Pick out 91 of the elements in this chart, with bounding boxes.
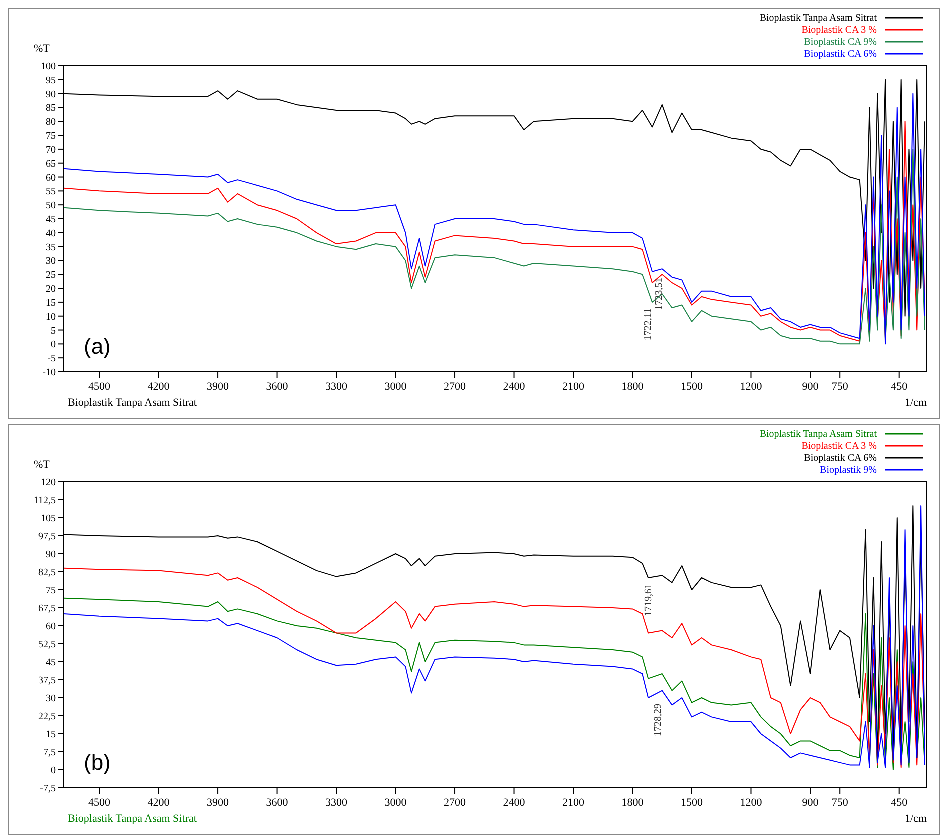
y-tick-label: 120 (41, 478, 56, 488)
y-tick-label: 22,5 (38, 712, 56, 722)
y-tick-label: 15 (46, 298, 56, 309)
y-tick-label: 55 (46, 186, 56, 198)
x-tick-label: 2400 (503, 797, 526, 809)
y-axis-title: %T (34, 459, 50, 471)
x-tick-label: 1800 (622, 381, 644, 393)
legend-label: Bioplastik CA 3 % (802, 25, 877, 36)
y-tick-label: 85 (46, 103, 56, 114)
x-tick-label: 4500 (88, 797, 112, 809)
y-tick-label: 20 (46, 284, 56, 296)
x-tick-label: 3900 (207, 797, 230, 809)
y-tick-label: 60 (46, 622, 56, 632)
x-tick-label: 3300 (326, 797, 348, 809)
x-tick-label: 2100 (562, 797, 586, 809)
x-axis-title: 1/cm (905, 397, 928, 409)
x-tick-label: 2700 (444, 381, 467, 393)
y-tick-label: 90 (46, 89, 56, 100)
y-tick-label: 25 (46, 270, 56, 282)
x-tick-label: 2700 (444, 797, 467, 809)
text: Bioplastik Tanpa Asam Sitrat (68, 813, 197, 825)
x-tick-label: 4200 (148, 381, 170, 393)
x-tick-label: 3000 (384, 797, 408, 809)
x-tick-label: 1200 (740, 381, 763, 393)
y-tick-label: 37,5 (38, 676, 56, 686)
y-tick-label: 60 (46, 172, 56, 184)
x-tick-label: 750 (832, 797, 849, 809)
y-tick-label: 97,5 (38, 532, 56, 542)
x-tick-label: 1500 (680, 797, 704, 809)
legend-label: Bioplastik CA 6% (804, 49, 877, 60)
y-tick-label: 95 (46, 75, 56, 86)
y-tick-label: 40 (46, 228, 56, 240)
legend-label: Bioplastik Tanpa Asam Sitrat (760, 429, 878, 440)
y-tick-label: 80 (46, 117, 56, 128)
x-tick-label: 3600 (266, 797, 289, 809)
y-tick-label: 35 (46, 242, 56, 254)
y-tick-label: 75 (46, 586, 56, 596)
x-tick-label: 900 (802, 381, 820, 393)
y-tick-label: 52,5 (38, 640, 56, 650)
x-tick-label: 1500 (680, 381, 704, 393)
annotation: 1723,51 (654, 278, 665, 310)
legend-label: Bioplastik Tanpa Asam Sitrat (760, 13, 878, 24)
legend-label: Bioplastik CA 6% (804, 453, 877, 464)
y-tick-label: 7,5 (44, 748, 56, 758)
text: (b) (84, 750, 111, 775)
y-tick-label: -10 (42, 368, 56, 378)
x-tick-label: 3300 (326, 381, 348, 393)
x-tick-label: 750 (832, 381, 849, 393)
text: (a) (84, 334, 111, 359)
y-tick-label: 112,5 (34, 496, 56, 506)
annotation: 1719,61 (644, 584, 655, 616)
y-tick-label: 5 (51, 326, 56, 337)
y-tick-label: 0 (51, 340, 56, 351)
y-tick-label: 0 (51, 766, 56, 776)
legend-label: Bioplastik CA 9% (804, 37, 877, 48)
x-tick-label: 4200 (148, 797, 170, 809)
y-tick-label: 75 (46, 131, 56, 142)
y-tick-label: 50 (46, 200, 56, 212)
legend-label: Bioplastik 9% (820, 465, 877, 476)
y-tick-label: 15 (46, 730, 56, 740)
x-tick-label: 450 (891, 797, 908, 809)
y-tick-label: 45 (46, 214, 56, 226)
y-tick-label: 105 (41, 514, 56, 524)
y-tick-label: 70 (46, 144, 56, 156)
y-tick-label: 10 (46, 312, 56, 323)
x-tick-label: 1800 (622, 797, 644, 809)
x-tick-label: 4500 (88, 381, 112, 393)
y-tick-label: -7,5 (40, 784, 56, 794)
annotation: 1728,29 (652, 704, 664, 736)
x-tick-label: 3600 (266, 381, 289, 393)
y-tick-label: 100 (41, 62, 56, 72)
y-tick-label: 67,5 (38, 604, 56, 614)
x-tick-label: 2100 (562, 381, 586, 393)
x-axis-title: 1/cm (905, 813, 928, 825)
y-tick-label: -5 (48, 354, 56, 365)
x-tick-label: 1200 (740, 797, 763, 809)
y-tick-label: 82,5 (38, 568, 56, 578)
y-tick-label: 65 (46, 158, 56, 170)
y-axis-title: %T (34, 43, 50, 55)
x-tick-label: 3000 (384, 381, 408, 393)
legend-label: Bioplastik CA 3 % (802, 441, 877, 452)
y-tick-label: 30 (46, 694, 56, 704)
x-tick-label: 2400 (503, 381, 526, 393)
y-tick-label: 30 (46, 256, 56, 268)
x-tick-label: 900 (802, 797, 820, 809)
x-tick-label: 450 (891, 381, 908, 393)
text: Bioplastik Tanpa Asam Sitrat (68, 397, 197, 409)
annotation: 1722,11 (643, 308, 654, 341)
y-tick-label: 45 (46, 658, 56, 668)
x-tick-label: 3900 (207, 381, 230, 393)
y-tick-label: 90 (46, 550, 56, 560)
